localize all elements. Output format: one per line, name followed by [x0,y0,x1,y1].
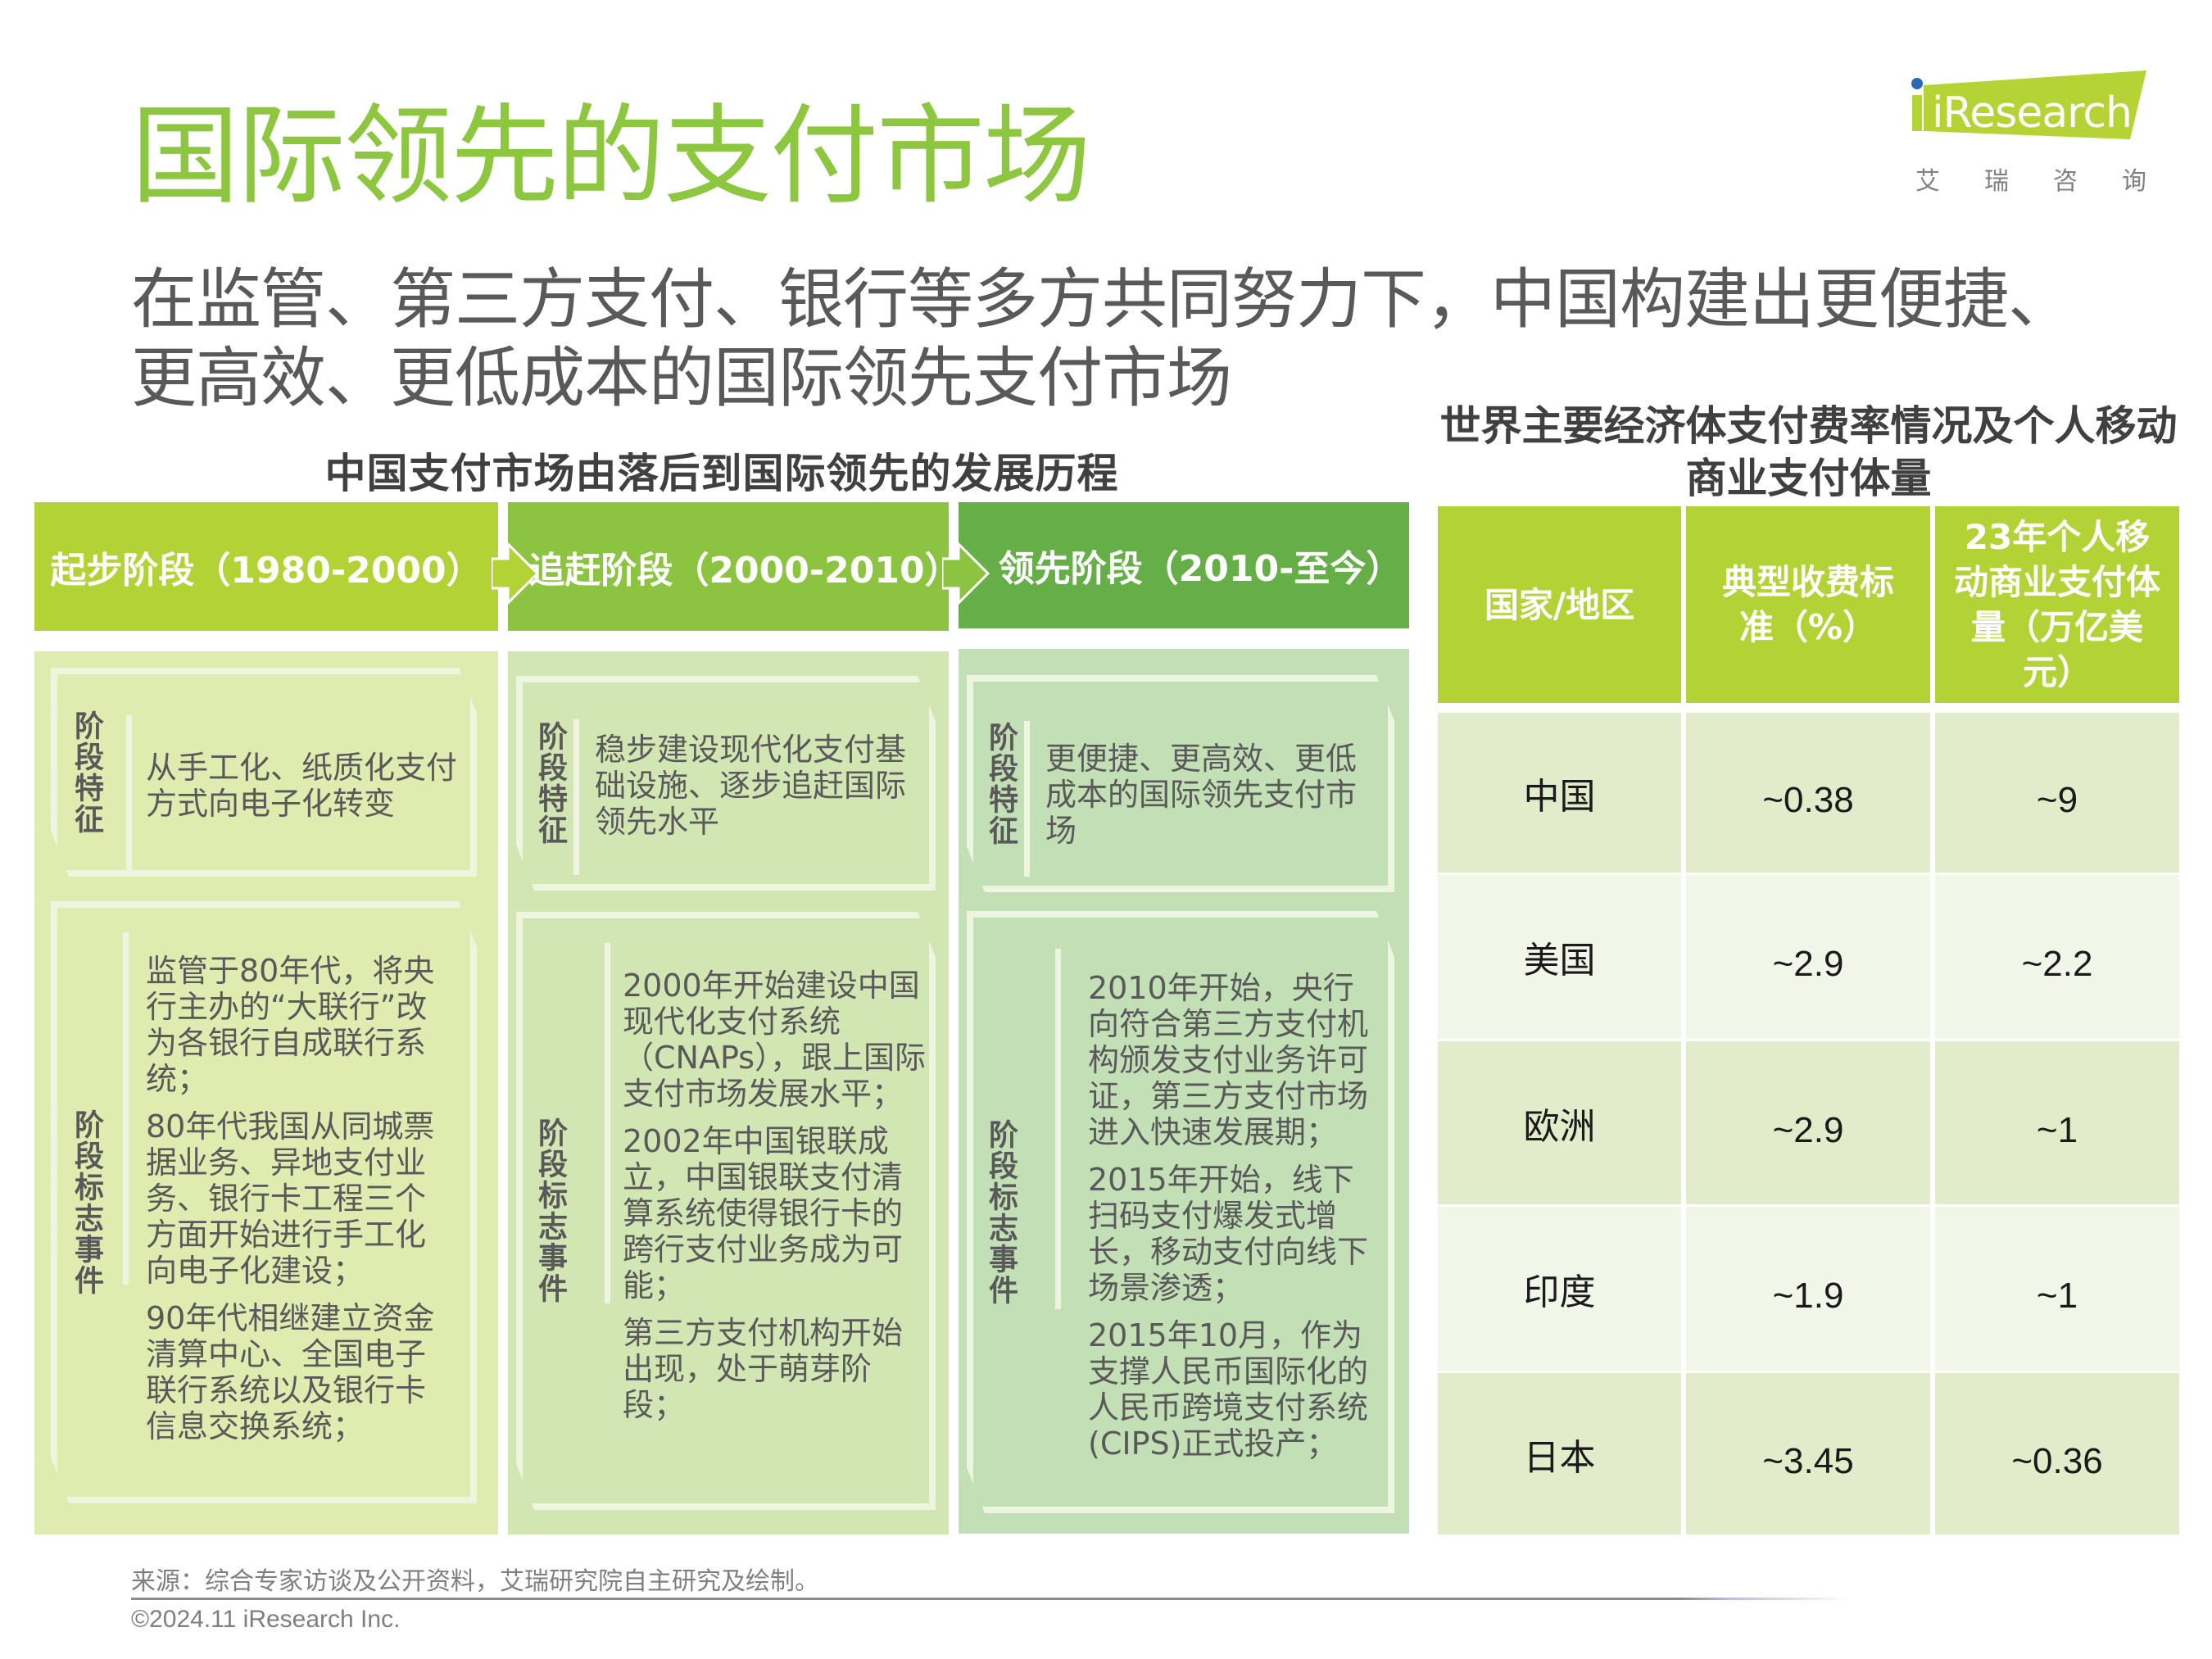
stage-header-leading: 领先阶段（2010-至今） [959,502,1409,628]
feature-box: 阶段特征 从手工化、纸质化支付方式向电子化转变 [51,668,477,877]
table-cell-region: 印度 [1438,1207,1681,1371]
divider [573,719,579,875]
event-item: 2015年10月，作为支撑人民币国际化的人民币跨境支付系统(CIPS)正式投产； [1088,1317,1369,1462]
table-cell-fee: ~2.9 [1686,1041,1930,1204]
table-cell-volume: ~9 [1935,713,2179,873]
table-cell-volume: ~0.36 [1935,1373,2179,1534]
table-cell-fee: ~3.45 [1686,1373,1930,1534]
divider [605,943,610,1303]
event-item: 90年代相继建立资金清算中心、全国电子联行系统以及银行卡信息交换系统； [146,1300,435,1444]
logo-brand-text: iResearch [1932,88,2133,138]
stage-header-startup: 起步阶段（1980-2000） [34,502,498,631]
divider [1055,949,1061,1309]
arrow-right-icon [492,541,540,606]
events-list: 2010年开始，央行向符合第三方支付机构颁发支付业务许可证，第三方支付市场进入快… [1088,970,1383,1473]
logo-char: 瑞 [1984,167,2009,196]
events-box: 阶段标志事件 2000年开始建设中国现代化支付系统（CNAPs），跟上国际支付市… [516,912,936,1510]
copyright: ©2024.11 iResearch Inc. [131,1606,401,1633]
stage-panel-leading: 阶段特征 更便捷、更高效、更低成本的国际领先支付市场 阶段标志事件 2010年开… [959,649,1409,1534]
events-label: 阶段标志事件 [70,1108,103,1296]
page-title: 国际领先的支付市场 [131,93,1091,220]
table-cell-region: 美国 [1438,875,1681,1039]
iresearch-logo: iResearch 艾 瑞 咨 询 [1901,70,2163,196]
stage-header-label: 领先阶段（2010-至今） [998,548,1403,590]
event-item: 2002年中国银联成立，中国银联支付清算系统使得银行卡的跨行支付业务成为可能； [623,1123,904,1303]
arrow-right-icon [942,541,990,606]
divider [126,715,132,871]
fee-table-title: 世界主要经济体支付费率情况及个人移动商业支付体量 [1439,402,2178,502]
table-cell-fee: ~2.9 [1686,875,1930,1039]
stage-header-catchup: 追赶阶段（2000-2010） [508,502,961,631]
feature-text: 从手工化、纸质化支付方式向电子化转变 [146,750,458,822]
feature-text: 稳步建设现代化支付基础设施、逐步追赶国际领先水平 [595,732,907,840]
footer-divider [131,1598,1852,1600]
events-box: 阶段标志事件 监管于80年代，将央行主办的“大联行”改为各银行自成联行系统； 8… [51,901,477,1503]
column-header-region: 国家/地区 [1438,506,1681,703]
feature-box: 阶段特征 稳步建设现代化支付基础设施、逐步追赶国际领先水平 [516,676,936,891]
column-header-fee: 典型收费标准（%） [1686,506,1930,703]
stage-header-label: 起步阶段（1980-2000） [50,549,483,592]
feature-text: 更便捷、更高效、更低成本的国际领先支付市场 [1045,741,1358,849]
table-cell-fee: ~0.38 [1686,713,1930,873]
source-note: 来源：综合专家访谈及公开资料，艾瑞研究院自主研究及绘制。 [131,1567,819,1596]
events-box: 阶段标志事件 2010年开始，央行向符合第三方支付机构颁发支付业务许可证，第三方… [967,911,1394,1513]
stage-header-label: 追赶阶段（2000-2010） [528,549,961,592]
table-cell-region: 欧洲 [1438,1041,1681,1204]
events-label: 阶段标志事件 [984,1118,1018,1306]
feature-label: 阶段特征 [70,709,103,835]
logo-banner-icon [1911,70,2146,139]
column-header-volume: 23年个人移动商业支付体量（万亿美元） [1935,506,2179,703]
logo-chinese: 艾 瑞 咨 询 [1909,161,2163,197]
event-item: 80年代我国从同城票据业务、异地支付业务、银行卡工程三个方面开始进行手工化向电子… [146,1108,435,1289]
table-cell-volume: ~2.2 [1935,875,2179,1039]
divider [123,932,129,1285]
feature-box: 阶段特征 更便捷、更高效、更低成本的国际领先支付市场 [967,675,1394,892]
stage-panel-startup: 阶段特征 从手工化、纸质化支付方式向电子化转变 阶段标志事件 监管于80年代，将… [34,651,498,1534]
event-item: 第三方支付机构开始出现，处于萌芽阶段； [623,1315,904,1423]
table-cell-fee: ~1.9 [1686,1207,1930,1371]
logo-char: 咨 [2053,167,2078,196]
events-list: 监管于80年代，将央行主办的“大联行”改为各银行自成联行系统； 80年代我国从同… [146,953,449,1456]
logo-char: 询 [2122,167,2146,196]
table-cell-region: 中国 [1438,713,1681,873]
events-list: 2000年开始建设中国现代化支付系统（CNAPs），跟上国际支付市场发展水平； … [623,968,926,1435]
table-cell-volume: ~1 [1935,1207,2179,1371]
event-item: 2010年开始，央行向符合第三方支付机构颁发支付业务许可证，第三方支付市场进入快… [1088,970,1369,1150]
feature-label: 阶段特征 [984,721,1018,846]
table-cell-region: 日本 [1438,1373,1681,1534]
divider [1024,721,1030,877]
feature-label: 阶段特征 [533,721,567,845]
logo-char: 艾 [1915,167,1940,196]
events-label: 阶段标志事件 [533,1117,567,1304]
table-cell-volume: ~1 [1935,1041,2179,1204]
page-subtitle: 在监管、第三方支付、银行等多方共同努力下，中国构建出更便捷、更高效、更低成本的国… [131,261,2074,416]
stage-panel-catchup: 阶段特征 稳步建设现代化支付基础设施、逐步追赶国际领先水平 阶段标志事件 200… [508,651,949,1534]
event-item: 2015年开始，线下扫码支付爆发式增长，移动支付向线下场景渗透； [1088,1162,1369,1306]
event-item: 监管于80年代，将央行主办的“大联行”改为各银行自成联行系统； [146,953,435,1097]
event-item: 2000年开始建设中国现代化支付系统（CNAPs），跟上国际支付市场发展水平； [623,968,926,1112]
timeline-title: 中国支付市场由落后到国际领先的发展历程 [324,450,1119,497]
